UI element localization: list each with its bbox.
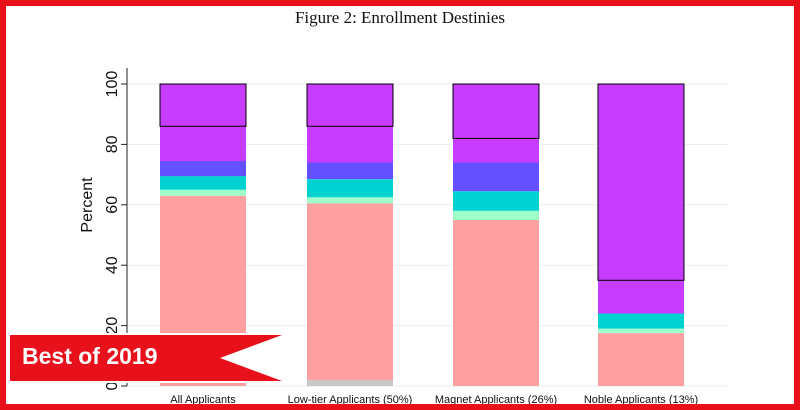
bar-segment [453, 162, 539, 192]
bar-segment [307, 379, 393, 386]
bar-segment [307, 197, 393, 204]
bar-segment [160, 189, 246, 196]
bar-segment [598, 313, 684, 329]
bar-segment [453, 191, 539, 211]
y-tick-label: 80 [104, 135, 121, 153]
bar-segment [598, 84, 684, 314]
bar-segment [160, 84, 246, 162]
bar-segment [453, 84, 539, 163]
bar-segment [160, 176, 246, 190]
x-tick-label: All Applicants [170, 394, 236, 406]
y-tick-label: 20 [104, 317, 121, 335]
y-tick-label: 0 [104, 381, 121, 390]
bar-segment [307, 162, 393, 180]
y-tick-label: 40 [104, 256, 121, 274]
bar-top-outline [597, 83, 685, 281]
x-tick-label: Low-tier Applicants (50%) [288, 394, 413, 406]
badge-text: Best of 2019 [22, 343, 158, 369]
bar-segment [453, 210, 539, 220]
bar-segment [453, 219, 539, 386]
bar-segment [307, 203, 393, 380]
y-tick-label: 100 [104, 71, 121, 98]
bar-segment [598, 328, 684, 334]
x-tick-label: Noble Applicants (13%) [584, 394, 698, 406]
figure-title: Figure 2: Enrollment Destinies [294, 8, 506, 27]
bar-top-outline [452, 83, 540, 139]
bar-segment [598, 333, 684, 386]
bar-top-outline [159, 83, 247, 127]
x-tick-label: Magnet Applicants (26%) [435, 394, 557, 406]
y-axis-label: Percent [79, 177, 96, 233]
y-tick-label: 60 [104, 196, 121, 214]
bar-segment [307, 84, 393, 163]
ribbon-notch-icon [220, 335, 282, 381]
bar-segment [160, 161, 246, 177]
bar-segment [307, 179, 393, 198]
best-of-badge: Best of 2019 [8, 333, 284, 383]
bar-top-outline [306, 83, 394, 127]
